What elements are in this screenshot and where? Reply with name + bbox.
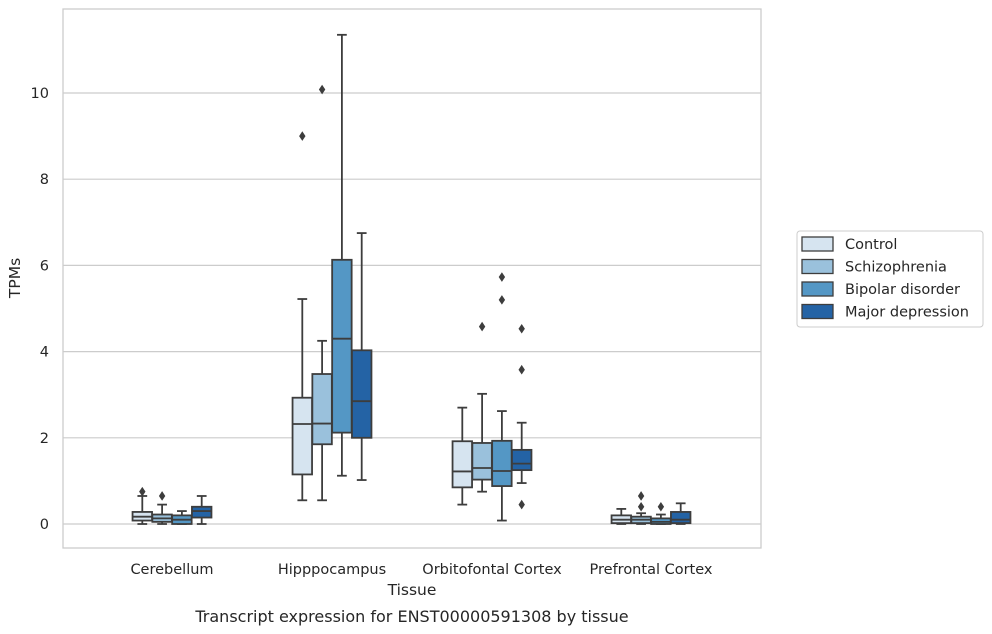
outlier-point [657,501,665,512]
plot-area-frame [62,8,762,549]
box-series [131,33,692,525]
box-body [331,258,353,434]
box-3-2 [650,501,672,525]
outlier-point [139,486,146,497]
outlier-point [518,323,525,334]
box-body [670,511,692,525]
legend-swatch [801,236,834,252]
box-3-1 [630,491,652,525]
legend-label: Control [845,237,897,253]
legend: Control Schizophrenia Bipolar disorder Majo… [796,230,984,328]
y-tick-label: 2 [40,431,49,447]
y-tick-labels: 0 2 4 6 8 10 [31,86,49,533]
outlier-point [158,491,166,501]
gridlines [63,92,761,525]
legend-label: Bipolar disorder [845,282,960,298]
x-tick-labels: Cerebellum Hipppocampus Orbitofontal Corte… [130,562,712,578]
box-2-1 [471,321,493,493]
outlier-point [478,321,486,332]
y-tick-label: 6 [40,258,49,274]
y-tick-label: 10 [31,86,49,102]
y-axis-title: TPMs [6,258,24,299]
outlier-point [637,501,645,512]
box-body [491,439,513,487]
outlier-point [299,131,306,141]
y-tick-label: 0 [40,517,49,533]
outlier-point [518,499,525,510]
y-tick-label: 4 [40,345,49,361]
x-axis-title: Tissue [387,581,437,599]
box-0-0 [131,486,153,525]
x-tick-label: Hipppocampus [278,562,386,578]
outlier-point [637,491,645,501]
legend-frame [796,230,984,328]
box-3-3 [670,502,692,525]
box-2-2 [491,272,513,522]
box-body [351,349,373,439]
x-tick-label: Cerebellum [130,562,213,578]
box-1-0 [291,131,313,502]
outlier-point [518,364,525,375]
legend-label: Major depression [845,305,969,321]
x-tick-label: Orbitofontal Cortex [422,562,562,578]
box-0-1 [151,491,173,525]
box-1-1 [311,84,333,502]
outlier-point [498,272,506,282]
legend-label: Schizophrenia [845,260,947,276]
legend-swatch [801,258,834,275]
box-body [311,373,333,446]
figure-caption: Transcript expression for ENST0000059130… [194,607,628,626]
box-1-2 [331,33,353,477]
box-body [451,440,473,489]
box-2-3 [511,323,533,510]
legend-swatch [801,303,834,320]
outlier-point [498,295,506,305]
box-body [191,505,213,519]
outlier-point [318,84,326,95]
box-2-0 [451,406,473,506]
x-tick-label: Prefrontal Cortex [590,562,713,578]
box-0-2 [171,510,193,525]
box-body [471,442,493,481]
box-3-0 [610,508,632,525]
box-1-3 [351,232,373,481]
legend-swatch [801,281,834,297]
box-body [291,396,313,476]
box-body [511,448,533,472]
y-tick-label: 8 [40,172,49,188]
box-0-3 [191,495,213,525]
